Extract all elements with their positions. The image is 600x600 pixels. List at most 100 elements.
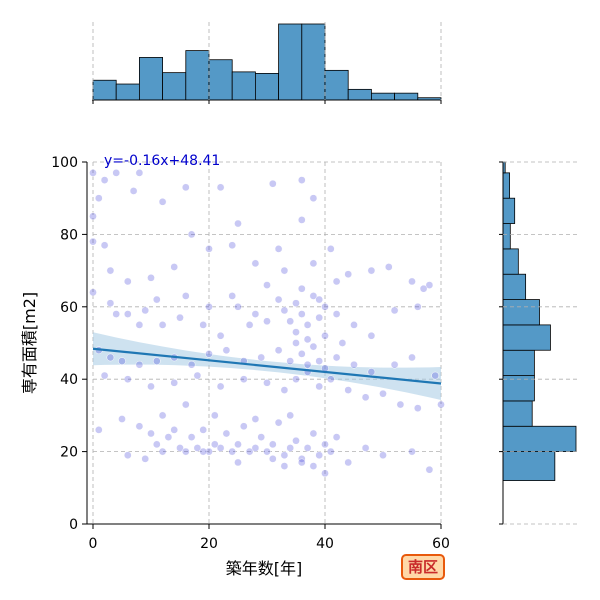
right-hist-bar: [502, 324, 551, 351]
scatter-point: [94, 426, 103, 434]
scatter-point: [274, 295, 283, 304]
scatter-point: [234, 440, 242, 449]
top-hist-bar: [208, 59, 233, 101]
scatter-point: [251, 444, 260, 452]
scatter-point: [338, 339, 347, 347]
regression-line: [92, 347, 442, 385]
right-hist-bar: [502, 273, 527, 300]
scatter-point: [315, 357, 324, 365]
right-hist-bar: [502, 299, 540, 326]
scatter-point: [425, 281, 434, 289]
scatter-point: [216, 331, 225, 340]
top-hist-bar: [162, 72, 187, 101]
scatter-point: [210, 411, 219, 420]
scatter-point: [176, 444, 184, 452]
scatter-point: [118, 357, 126, 365]
scatter-point: [315, 295, 324, 304]
scatter-point: [297, 350, 306, 358]
scatter-point: [286, 444, 295, 452]
scatter-point: [309, 462, 318, 470]
scatter-point: [158, 321, 167, 329]
scatter-point: [332, 353, 341, 362]
y-tick-label: 60: [60, 300, 78, 316]
scatter-point: [297, 458, 306, 467]
scatter-point: [216, 183, 225, 192]
scatter-point: [292, 299, 300, 308]
scatter-point: [205, 245, 213, 253]
right-hist-bar: [502, 248, 519, 275]
top-hist-bar: [138, 57, 163, 101]
scatter-point: [286, 357, 295, 365]
scatter-point: [315, 382, 324, 391]
scatter-point: [297, 284, 306, 293]
scatter-point: [309, 194, 318, 203]
scatter-point: [361, 444, 370, 452]
top-hist-bar: [115, 83, 140, 101]
scatter-point: [251, 415, 260, 423]
scatter-point: [147, 382, 155, 391]
scatter-point: [187, 230, 196, 239]
scatter-point: [280, 266, 289, 275]
right-hist-bar: [502, 172, 510, 199]
scatter-point: [268, 179, 277, 188]
y-tick-label: 80: [60, 227, 78, 243]
scatter-point: [239, 422, 248, 431]
scatter-point: [199, 321, 208, 329]
scatter-point: [123, 310, 132, 318]
right-hist-bar: [502, 223, 511, 250]
scatter-point: [147, 429, 155, 438]
scatter-point: [152, 357, 161, 365]
scatter-point: [309, 259, 318, 268]
x-tick-label: 40: [316, 536, 334, 552]
scatter-point: [263, 447, 271, 456]
scatter-point: [158, 447, 167, 456]
scatter-point: [106, 299, 115, 308]
scatter-point: [315, 313, 324, 322]
scatter-point: [193, 444, 202, 452]
scatter-point: [297, 216, 306, 224]
scatter-point: [158, 411, 167, 420]
scatter-point: [100, 241, 109, 250]
scatter-point: [193, 371, 202, 380]
scatter-point: [292, 436, 300, 445]
scatter-point: [205, 350, 213, 358]
top-hist-bar: [394, 92, 419, 101]
scatter-point: [100, 176, 109, 184]
scatter-point: [239, 375, 248, 384]
y-tick-label: 40: [60, 372, 78, 388]
scatter-point: [216, 382, 225, 391]
scatter-point: [297, 176, 306, 184]
top-hist-bar: [254, 73, 279, 101]
scatter-point: [106, 353, 115, 362]
scatter-point: [332, 433, 341, 441]
scatter-point: [118, 415, 126, 423]
scatter-point: [413, 404, 422, 413]
scatter-point: [268, 440, 277, 449]
scatter-point: [286, 317, 295, 326]
scatter-point: [367, 368, 376, 376]
y-tick-label: 20: [60, 445, 78, 461]
top-marginal-histogram: [92, 23, 442, 104]
scatter-point: [419, 284, 428, 293]
scatter-point: [228, 292, 237, 300]
scatter-point: [181, 447, 190, 456]
scatter-point: [234, 458, 242, 467]
scatter-point: [222, 429, 231, 438]
scatter-point: [425, 465, 434, 474]
scatter-point: [286, 411, 295, 420]
scatter-point: [152, 440, 161, 449]
scatter-point: [89, 288, 97, 297]
top-hist-bar: [185, 50, 210, 101]
scatter-point: [263, 281, 271, 289]
axes: 0 20 40 60 0 20 40 60 80 100: [51, 155, 450, 552]
y-tick-label: 0: [69, 517, 78, 533]
scatter-point: [361, 393, 370, 402]
scatter-point: [350, 321, 358, 329]
scatter-point: [199, 447, 208, 456]
scatter-point: [263, 317, 271, 326]
scatter-point: [280, 386, 289, 394]
right-hist-bar: [502, 451, 556, 481]
scatter-point: [141, 454, 150, 463]
scatter-point: [135, 169, 144, 177]
